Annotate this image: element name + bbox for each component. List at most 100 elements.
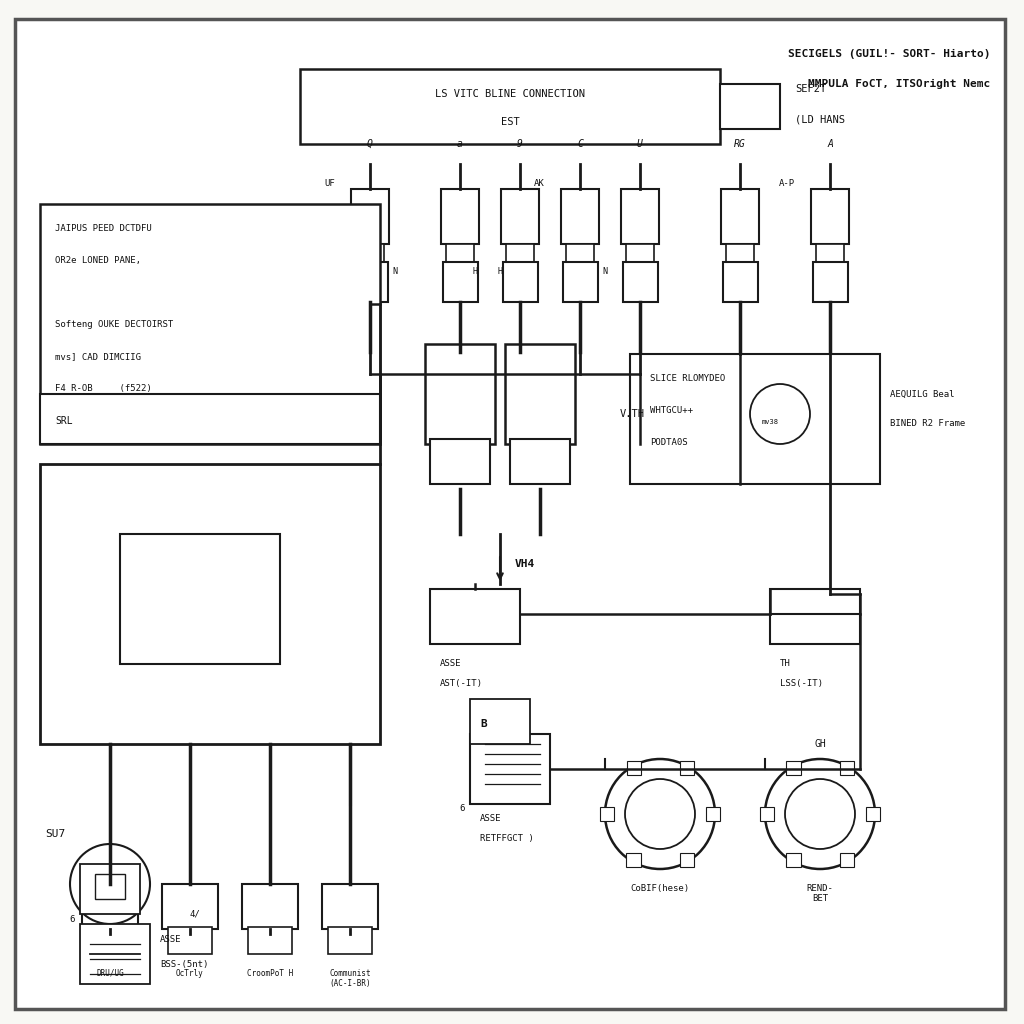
Bar [623, 262, 657, 302]
Text: a: a [457, 139, 463, 150]
Bar [82, 884, 138, 929]
Bar [786, 761, 801, 775]
Bar [95, 874, 125, 899]
Bar [562, 262, 597, 302]
Circle shape [605, 759, 715, 869]
Text: AK: AK [535, 179, 545, 188]
Bar [760, 807, 774, 821]
Text: 9: 9 [517, 139, 523, 150]
Bar [352, 262, 387, 302]
Bar [503, 262, 538, 302]
Bar [430, 439, 490, 484]
Text: CoBIF(hese): CoBIF(hese) [631, 884, 689, 893]
Bar [351, 189, 389, 244]
Text: V.TH: V.TH [620, 409, 645, 419]
Bar [816, 244, 844, 262]
Bar [441, 189, 479, 244]
Bar [786, 853, 801, 867]
Bar [501, 189, 539, 244]
Text: 6: 6 [70, 914, 75, 924]
Bar [40, 204, 380, 444]
Text: SRL: SRL [55, 416, 73, 426]
Text: Softeng OUKE DECTOIRST: Softeng OUKE DECTOIRST [55, 319, 173, 329]
Text: 4/: 4/ [190, 909, 201, 919]
Text: BINED R2 Frame: BINED R2 Frame [890, 420, 966, 428]
Text: ASSE: ASSE [160, 935, 181, 943]
Text: A: A [827, 139, 833, 150]
Bar [720, 84, 780, 129]
Bar [721, 189, 759, 244]
Bar [812, 262, 848, 302]
Bar [446, 244, 474, 262]
Text: UF: UF [325, 179, 335, 188]
Text: RG: RG [734, 139, 745, 150]
Bar [561, 189, 599, 244]
Text: SECIGELS (GUIL!- SORT- Hiarto): SECIGELS (GUIL!- SORT- Hiarto) [787, 49, 990, 59]
Bar [627, 853, 640, 867]
Bar [723, 262, 758, 302]
Text: SU7: SU7 [45, 829, 66, 839]
Circle shape [70, 844, 150, 924]
Bar [505, 344, 575, 444]
Text: mv38: mv38 [762, 419, 778, 425]
Text: JAIPUS PEED DCTDFU: JAIPUS PEED DCTDFU [55, 224, 152, 233]
Bar [506, 244, 534, 262]
Bar [811, 189, 849, 244]
Bar [706, 807, 720, 821]
Text: F4 R-OB     (f522): F4 R-OB (f522) [55, 384, 152, 393]
Text: H: H [472, 267, 477, 276]
Text: LSS(-IT): LSS(-IT) [780, 679, 823, 688]
Bar [770, 589, 860, 644]
Text: MMPULA FoCT, ITSOright Nemc: MMPULA FoCT, ITSOright Nemc [808, 79, 990, 89]
Bar [621, 189, 659, 244]
Bar [322, 884, 378, 929]
Text: PODTA0S: PODTA0S [650, 438, 688, 447]
Bar [356, 244, 384, 262]
Bar [40, 464, 380, 744]
Bar [425, 344, 495, 444]
Bar [80, 864, 140, 914]
Bar [840, 761, 853, 775]
Text: N: N [392, 267, 397, 276]
Bar [88, 927, 132, 954]
Text: B: B [480, 719, 486, 729]
Circle shape [625, 779, 695, 849]
Text: ASSE: ASSE [480, 814, 502, 823]
Text: DRU/UG: DRU/UG [96, 969, 124, 978]
Bar [726, 244, 754, 262]
Text: WHTGCU++: WHTGCU++ [650, 406, 693, 415]
Text: AEQUILG Beal: AEQUILG Beal [890, 389, 954, 398]
Text: OcTrly: OcTrly [176, 969, 204, 978]
Bar [300, 69, 720, 144]
Bar [866, 807, 880, 821]
Text: VH4: VH4 [515, 559, 536, 569]
Bar [80, 924, 150, 984]
Text: SLICE RLOMYDEO: SLICE RLOMYDEO [650, 374, 725, 383]
Bar [430, 589, 520, 644]
Circle shape [765, 759, 874, 869]
Bar [168, 927, 212, 954]
Bar [162, 884, 218, 929]
Text: RETFFGCT ): RETFFGCT ) [480, 834, 534, 843]
Text: EST: EST [501, 117, 519, 127]
Text: TH: TH [780, 659, 791, 668]
Bar [840, 853, 853, 867]
Bar [40, 394, 380, 444]
Text: Q: Q [367, 139, 373, 150]
Text: mvs] CAD DIMCIIG: mvs] CAD DIMCIIG [55, 352, 141, 361]
Bar [328, 927, 372, 954]
Text: Communist
(AC-I-BR): Communist (AC-I-BR) [329, 969, 371, 988]
Text: AST(-IT): AST(-IT) [440, 679, 483, 688]
Circle shape [750, 384, 810, 444]
Bar [470, 734, 550, 804]
Circle shape [785, 779, 855, 849]
Bar [630, 354, 880, 484]
Bar [248, 927, 292, 954]
Text: N: N [602, 267, 607, 276]
Text: A-P: A-P [779, 179, 795, 188]
Bar [442, 262, 477, 302]
Bar [242, 884, 298, 929]
Text: GH: GH [814, 739, 826, 749]
Bar [626, 244, 654, 262]
Text: ASSE: ASSE [440, 659, 462, 668]
